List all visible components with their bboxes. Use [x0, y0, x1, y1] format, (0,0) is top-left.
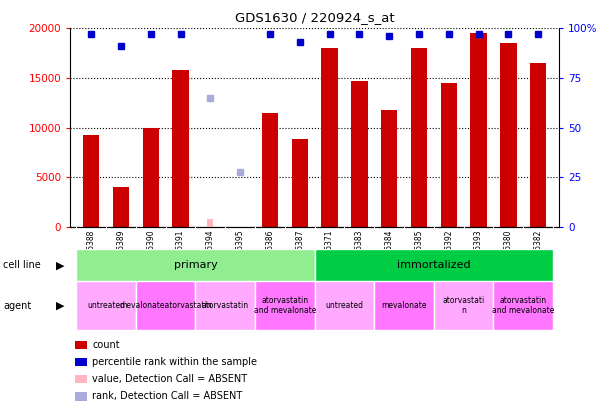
Bar: [113, 187, 129, 227]
Text: value, Detection Call = ABSENT: value, Detection Call = ABSENT: [92, 374, 247, 384]
Bar: [470, 33, 487, 227]
Bar: [172, 70, 189, 227]
Text: immortalized: immortalized: [397, 260, 470, 270]
Bar: [136, 281, 196, 330]
Bar: [75, 375, 87, 383]
Bar: [441, 83, 457, 227]
Text: mevalonate: mevalonate: [381, 301, 427, 310]
Bar: [75, 392, 87, 401]
Bar: [196, 281, 255, 330]
Text: cell line: cell line: [3, 260, 41, 270]
Bar: [381, 110, 397, 227]
Bar: [208, 219, 213, 227]
Bar: [434, 281, 494, 330]
Bar: [75, 341, 87, 349]
Text: untreated: untreated: [87, 301, 125, 310]
Bar: [494, 281, 553, 330]
Text: ▶: ▶: [56, 301, 64, 311]
Bar: [351, 81, 368, 227]
Text: percentile rank within the sample: percentile rank within the sample: [92, 357, 257, 367]
Text: atorvastati
n: atorvastati n: [442, 296, 485, 315]
Text: atorvastatin
and mevalonate: atorvastatin and mevalonate: [254, 296, 316, 315]
Bar: [262, 113, 278, 227]
Bar: [76, 249, 315, 281]
Text: agent: agent: [3, 301, 31, 311]
Bar: [76, 281, 136, 330]
Bar: [411, 48, 427, 227]
Bar: [75, 358, 87, 366]
Text: primary: primary: [174, 260, 218, 270]
Text: atorvastatin: atorvastatin: [202, 301, 249, 310]
Text: untreated: untreated: [326, 301, 364, 310]
Bar: [142, 128, 159, 227]
Text: ▶: ▶: [56, 260, 64, 270]
Bar: [375, 281, 434, 330]
Bar: [83, 134, 100, 227]
Bar: [321, 48, 338, 227]
Title: GDS1630 / 220924_s_at: GDS1630 / 220924_s_at: [235, 11, 395, 24]
Bar: [291, 139, 308, 227]
Bar: [255, 281, 315, 330]
Bar: [315, 249, 553, 281]
Bar: [500, 43, 516, 227]
Bar: [530, 63, 546, 227]
Text: mevalonateatorvastatin: mevalonateatorvastatin: [119, 301, 212, 310]
Text: rank, Detection Call = ABSENT: rank, Detection Call = ABSENT: [92, 391, 243, 401]
Bar: [315, 281, 375, 330]
Text: atorvastatin
and mevalonate: atorvastatin and mevalonate: [492, 296, 555, 315]
Text: count: count: [92, 340, 120, 350]
